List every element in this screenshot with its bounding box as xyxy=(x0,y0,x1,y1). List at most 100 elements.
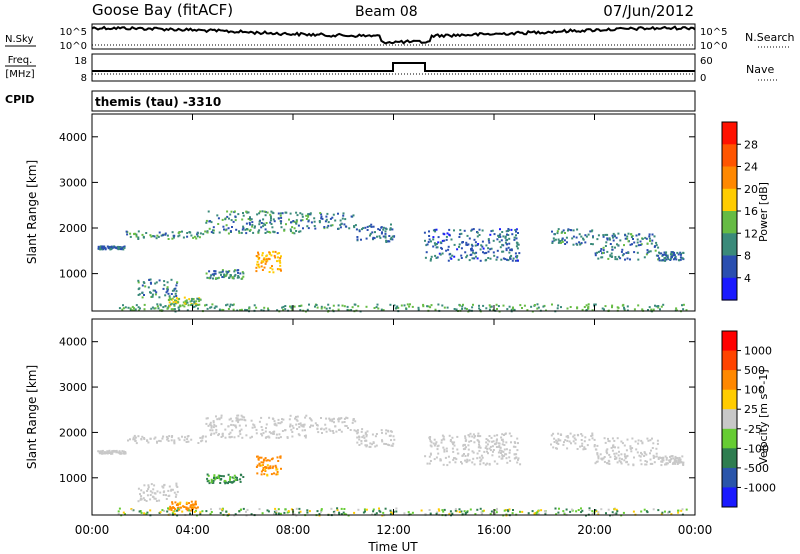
data-cell-6 xyxy=(190,299,193,302)
data-cell-9 xyxy=(447,245,450,248)
y-tick-label: 3000 xyxy=(59,381,87,394)
data-cell-9 xyxy=(476,457,479,460)
data-cell-12 xyxy=(658,257,661,260)
data-cell-8 xyxy=(276,252,279,255)
data-cell-0 xyxy=(103,451,106,454)
data-cell-13 xyxy=(506,509,509,512)
data-cell-4 xyxy=(358,230,361,233)
data-cell-2 xyxy=(301,213,304,216)
data-cell-12 xyxy=(657,458,660,460)
data-cell-2 xyxy=(240,428,243,431)
data-cell-3 xyxy=(319,212,322,215)
data-cell-11 xyxy=(631,235,634,237)
data-cell-13 xyxy=(481,510,484,513)
data-cell-13 xyxy=(117,510,120,513)
data-cell-5 xyxy=(155,281,158,284)
data-cell-8 xyxy=(257,263,260,266)
data-cell-4 xyxy=(381,439,383,442)
data-cell-2 xyxy=(210,433,212,436)
data-cell-9 xyxy=(437,452,440,455)
data-cell-3 xyxy=(339,224,342,226)
data-cell-8 xyxy=(256,263,259,266)
data-cell-6 xyxy=(182,505,185,508)
data-cell-2 xyxy=(210,231,213,234)
data-cell-13 xyxy=(232,308,235,311)
data-cell-8 xyxy=(279,261,282,264)
data-cell-10 xyxy=(559,433,562,436)
data-cell-2 xyxy=(213,424,216,426)
data-cell-1 xyxy=(197,442,200,444)
data-cell-1 xyxy=(205,440,207,443)
data-cell-13 xyxy=(218,507,221,510)
data-cell-3 xyxy=(325,417,328,420)
data-cell-9 xyxy=(456,248,459,251)
data-cell-2 xyxy=(239,418,242,421)
data-cell-13 xyxy=(597,511,600,514)
data-cell-11 xyxy=(618,450,620,453)
data-cell-9 xyxy=(498,455,501,458)
data-cell-9 xyxy=(505,448,508,451)
data-cell-0 xyxy=(100,247,103,250)
data-cell-1 xyxy=(204,230,207,233)
data-cell-2 xyxy=(241,436,244,439)
data-cell-2 xyxy=(250,218,253,221)
data-cell-3 xyxy=(331,430,334,432)
data-cell-10 xyxy=(568,440,571,443)
data-cell-13 xyxy=(557,511,560,514)
data-cell-8 xyxy=(274,256,277,259)
data-cell-10 xyxy=(563,441,565,444)
colorbar-swatch xyxy=(722,122,737,145)
data-cell-13 xyxy=(209,306,212,309)
data-cell-9 xyxy=(501,450,504,453)
data-cell-8 xyxy=(258,456,261,459)
data-cell-9 xyxy=(502,440,505,443)
power-colorbar-label: Power [dB] xyxy=(757,182,770,242)
data-cell-2 xyxy=(237,213,240,216)
data-cell-1 xyxy=(166,438,169,441)
data-cell-11 xyxy=(657,258,660,261)
data-cell-6 xyxy=(173,304,176,307)
data-cell-13 xyxy=(181,304,184,307)
data-cell-13 xyxy=(320,508,323,511)
data-cell-11 xyxy=(607,437,609,440)
data-cell-7 xyxy=(221,269,224,272)
data-cell-10 xyxy=(576,243,579,246)
data-cell-11 xyxy=(650,242,653,245)
data-cell-9 xyxy=(502,257,505,260)
data-cell-4 xyxy=(369,442,372,445)
data-cell-11 xyxy=(615,456,618,459)
data-cell-4 xyxy=(369,232,372,235)
data-cell-9 xyxy=(514,229,517,231)
data-cell-2 xyxy=(291,435,294,438)
data-cell-9 xyxy=(428,238,431,241)
data-cell-9 xyxy=(461,241,464,244)
data-cell-4 xyxy=(385,241,388,243)
data-cell-9 xyxy=(501,457,504,460)
data-cell-9 xyxy=(484,259,487,262)
data-cell-2 xyxy=(290,230,292,233)
station-title: Goose Bay (fitACF) xyxy=(92,1,233,19)
data-cell-9 xyxy=(489,248,492,251)
data-cell-12 xyxy=(667,258,670,261)
data-cell-1 xyxy=(150,235,153,238)
data-cell-2 xyxy=(292,220,295,222)
data-cell-10 xyxy=(580,433,583,435)
data-cell-2 xyxy=(212,226,215,229)
data-cell-8 xyxy=(264,262,267,265)
data-cell-2 xyxy=(212,420,215,423)
data-cell-5 xyxy=(175,290,178,293)
data-cell-9 xyxy=(460,247,463,250)
data-cell-9 xyxy=(470,229,473,232)
data-cell-11 xyxy=(646,437,649,440)
data-cell-9 xyxy=(447,248,450,251)
data-cell-6 xyxy=(178,297,181,300)
data-cell-6 xyxy=(190,504,193,507)
data-cell-5 xyxy=(141,284,144,287)
data-cell-13 xyxy=(206,307,209,310)
data-cell-3 xyxy=(343,421,346,423)
data-cell-2 xyxy=(234,424,237,427)
data-cell-9 xyxy=(474,435,477,438)
data-cell-12 xyxy=(671,462,674,465)
data-cell-9 xyxy=(462,443,465,446)
data-cell-13 xyxy=(543,510,546,513)
